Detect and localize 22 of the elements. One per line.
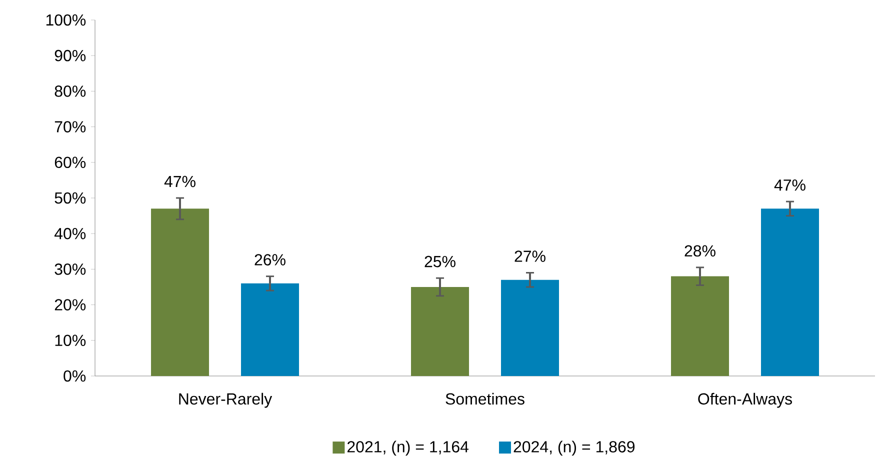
y-tick-label: 50% [54,192,86,204]
data-label: 25% [424,256,456,268]
y-tick-label: 20% [54,299,86,310]
y-tick-label: 10% [55,334,86,346]
x-tick-label: Never-Rarely [179,392,272,408]
y-tick-label: 100% [46,14,86,26]
data-label: 27% [514,250,546,262]
legend-label: 2021, (n) = 1,164 [347,440,468,456]
y-tick-label: 40% [54,228,86,240]
data-label: 47% [774,179,806,191]
x-tick-label: Sometimes [446,392,524,405]
x-tick-label: Often-Always [698,392,792,408]
y-tick-label: 80% [54,86,86,97]
legend-label: 2024, (n) = 1,869 [514,440,635,456]
y-tick-label: 90% [54,50,86,62]
y-tick-label: 30% [54,264,86,275]
y-tick-label: 0% [64,370,86,382]
data-label: 26% [254,254,286,266]
y-tick-label: 70% [54,121,86,132]
y-tick-label: 60% [54,156,86,168]
data-label: 47% [164,176,196,188]
data-label: 28% [684,245,716,257]
